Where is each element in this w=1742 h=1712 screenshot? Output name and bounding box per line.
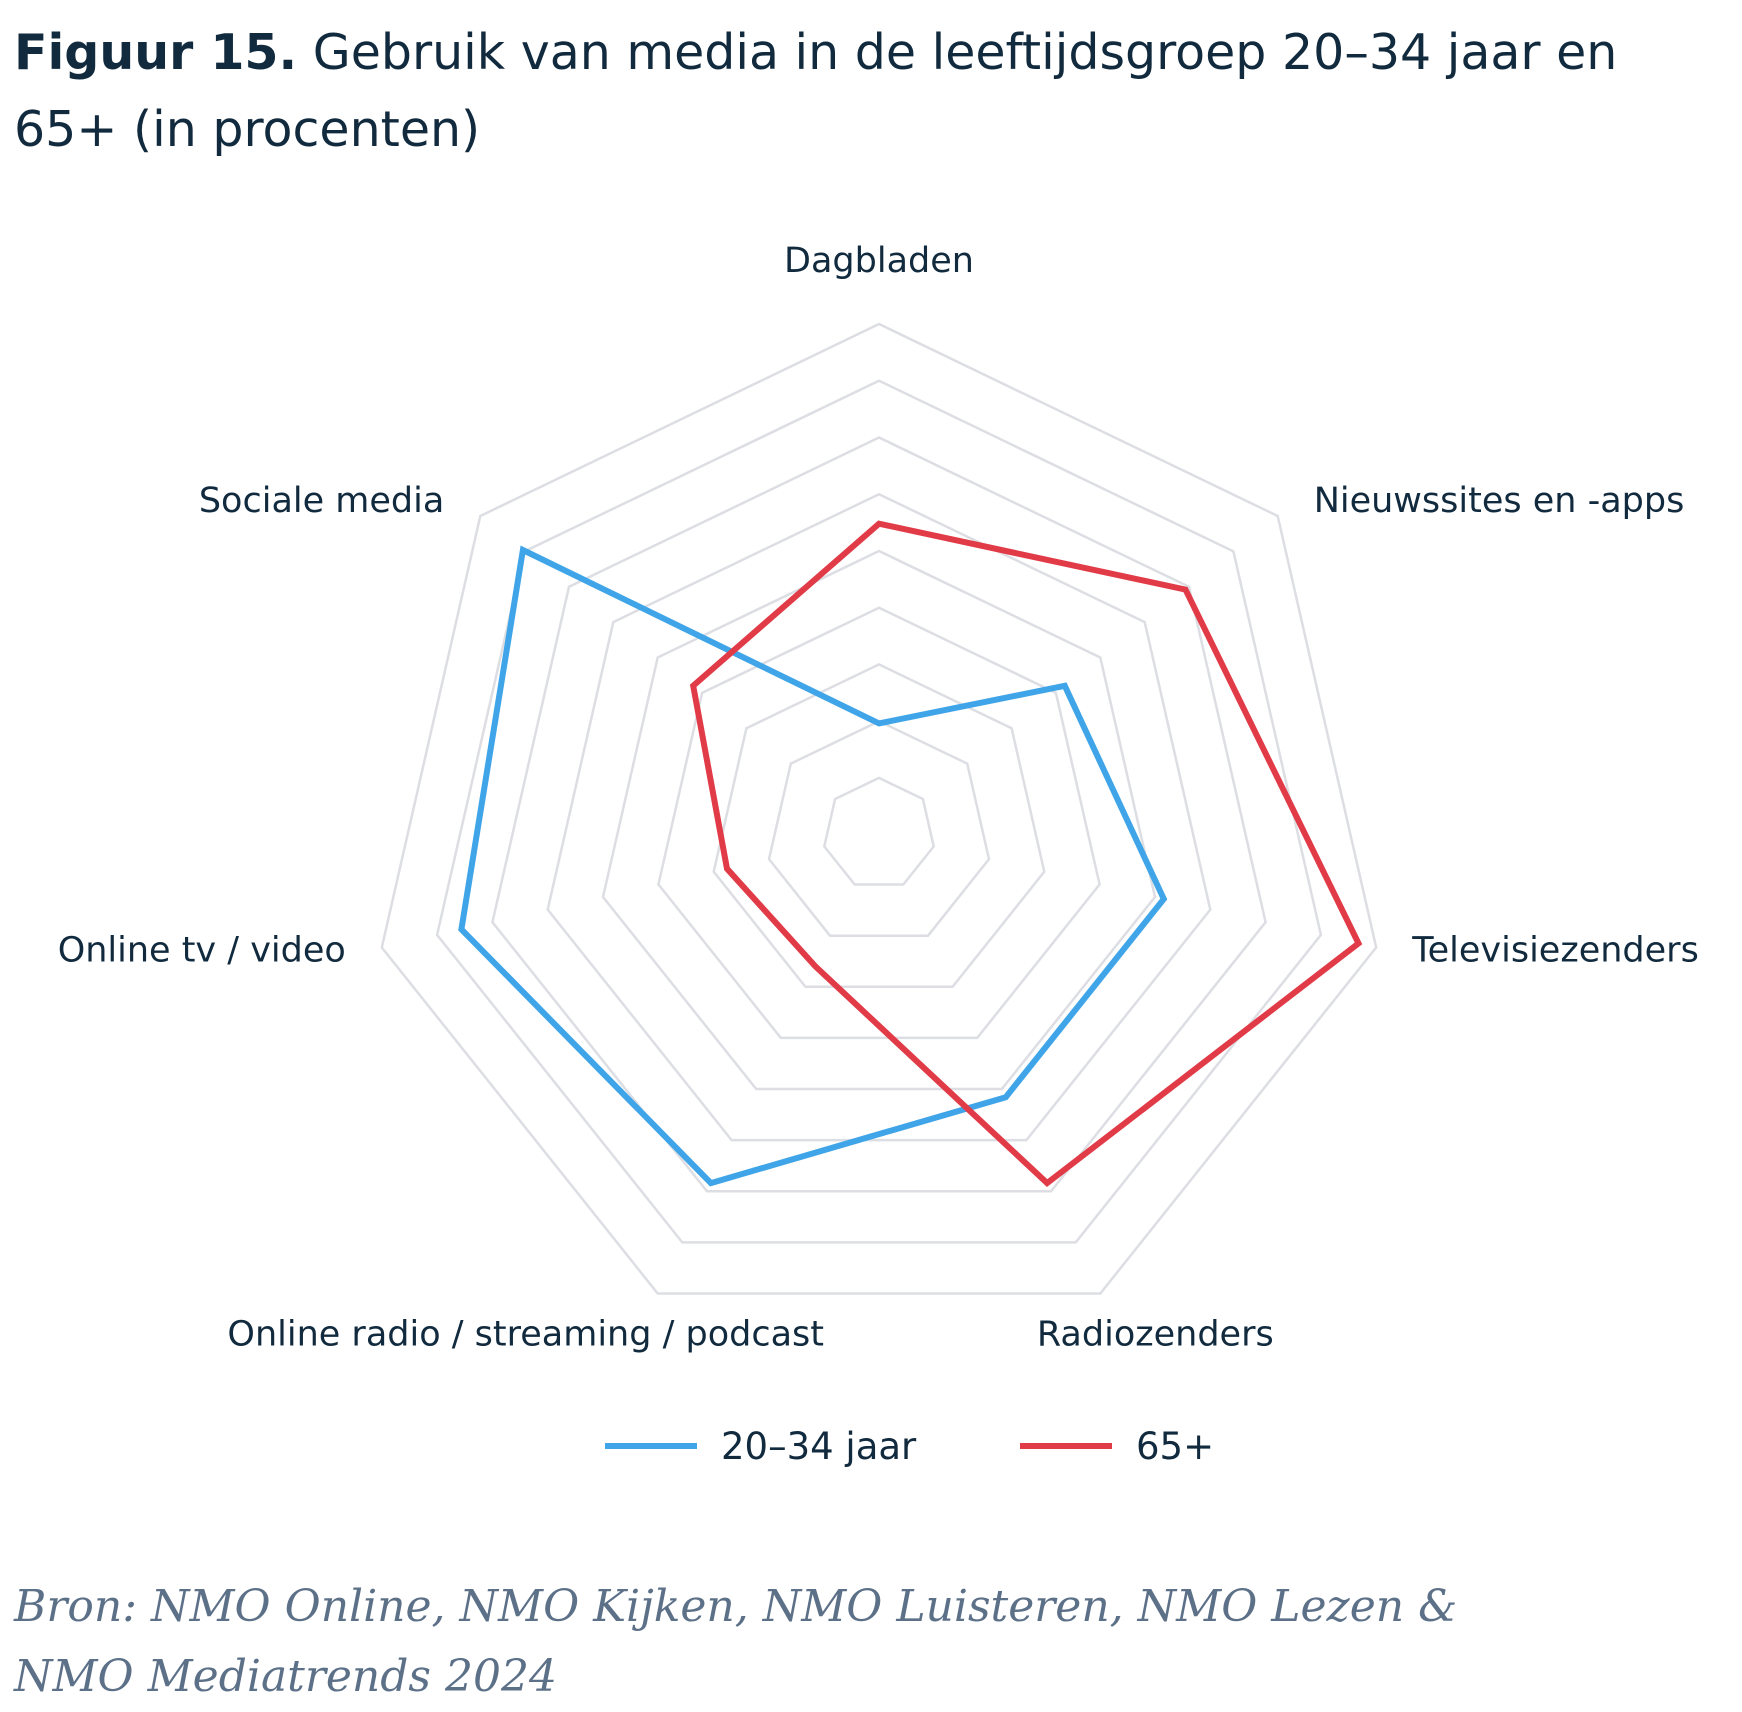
axis-label-6: Online tv / video [58,931,346,971]
source-line-2: NMO Mediatrends 2024 [14,1651,557,1702]
legend-label-1: 20–34 jaar [721,1425,917,1468]
series-line-senior [689,520,1363,1188]
chart-title: Figuur 15. Gebruik van media in de leeft… [14,14,1714,168]
radar-series [458,520,1363,1188]
grid-ring-2 [767,719,991,937]
radar-grid [380,322,1378,1295]
source-line-1: Bron: NMO Online, NMO Kijken, NMO Luiste… [14,1581,1458,1632]
grid-ring-7 [491,436,1267,1193]
legend-label-2: 65+ [1136,1425,1214,1468]
title-text: Gebruik van media in de leeftijdsgroep 2… [14,24,1618,158]
grid-ring-5 [601,549,1157,1091]
axis-label-1: Dagbladen [784,241,974,281]
series-line-young [458,545,1168,1187]
axis-label-4: Radiozenders [1037,1315,1274,1355]
grid-ring-1 [822,776,936,886]
grid-ring-3 [712,663,1046,989]
legend: 20–34 jaar 65+ [605,1425,1214,1468]
grid-ring-4 [657,606,1101,1040]
source-note: Bron: NMO Online, NMO Kijken, NMO Luiste… [14,1572,1714,1712]
axis-labels: Dagbladen Nieuwssites en -apps Televisieze… [58,241,1699,1355]
axis-label-3: Televisiezenders [1411,931,1699,971]
axis-label-5: Online radio / streaming / podcast [227,1315,824,1355]
grid-ring-6 [546,492,1212,1142]
axis-label-2: Nieuwssites en -apps [1314,481,1685,521]
figure-label: Figuur 15. [14,24,298,81]
grid-ring-9 [380,322,1378,1295]
axis-label-7: Sociale media [199,481,444,521]
